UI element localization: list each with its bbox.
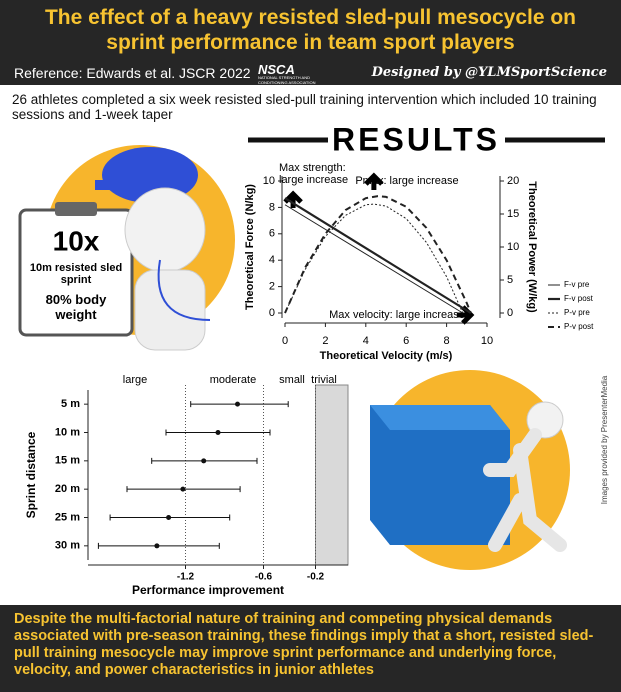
series-line xyxy=(284,204,464,314)
trivial-region xyxy=(315,384,349,566)
logo: NSCA xyxy=(258,62,295,77)
x-tick-label: 2 xyxy=(322,335,328,347)
region-label: trivial xyxy=(311,374,337,386)
annotation: large increase xyxy=(279,174,348,186)
y2-tick-label: 10 xyxy=(507,241,519,253)
legend-label: F-v pre xyxy=(564,280,590,289)
annotation: Max velocity: large increase xyxy=(329,309,465,321)
logo-subtitle: NATIONAL STRENGTH AND CONDITIONING ASSOC… xyxy=(258,75,316,85)
reference: Reference: Edwards et al. JSCR 2022 xyxy=(14,65,251,81)
y2-tick-label: 15 xyxy=(507,208,519,220)
y2-axis-label: Theoretical Power (W/kg) xyxy=(526,181,538,313)
y-tick-label: 8 xyxy=(269,201,275,213)
point xyxy=(235,401,240,407)
legend-label: P-v post xyxy=(564,322,594,331)
decoration xyxy=(18,137,605,570)
conclusion: Despite the multi-factorial nature of tr… xyxy=(0,605,621,692)
x-tick-label: -0.2 xyxy=(307,572,325,583)
results-heading: RESULTS xyxy=(332,121,500,157)
point xyxy=(180,486,186,492)
y-tick-label: 20 m xyxy=(55,483,80,495)
region-label: large xyxy=(123,374,147,386)
y-tick-label: 5 m xyxy=(61,398,80,410)
clipboard-reps: 10x xyxy=(53,225,100,256)
title: The effect of a heavy resisted sled-pull… xyxy=(0,0,621,60)
y-tick-label: 10 xyxy=(263,175,275,187)
y-axis-label: Theoretical Force (N/kg) xyxy=(244,184,256,310)
point xyxy=(215,430,221,435)
y2-tick-label: 5 xyxy=(507,274,513,286)
y-tick-label: 0 xyxy=(269,307,275,319)
y-tick-label: 30 m xyxy=(55,540,80,552)
y2-tick-label: 0 xyxy=(507,307,513,319)
x-tick-label: 8 xyxy=(444,335,450,347)
y-axis-label: Sprint distance xyxy=(24,431,38,518)
series-line xyxy=(284,197,472,314)
y-tick-label: 2 xyxy=(269,281,275,293)
designed-by: Designed by @YLMSportScience xyxy=(371,65,607,80)
y-tick-label: 6 xyxy=(269,228,275,240)
x-tick-label: -1.2 xyxy=(177,572,195,583)
clipboard-exercise: 10m resisted sled sprint xyxy=(29,262,123,286)
legend-label: F-v post xyxy=(564,294,594,303)
annotation: Max strength: xyxy=(279,162,346,174)
x-tick-label: 0 xyxy=(282,335,288,347)
legend-label: P-v pre xyxy=(564,308,590,317)
image-credit: Images provided by PresenterMedia xyxy=(600,375,609,504)
y-tick-label: 25 m xyxy=(55,511,80,523)
x-tick-label: -0.6 xyxy=(255,572,273,583)
x-tick-label: 6 xyxy=(403,335,409,347)
series-line xyxy=(284,203,464,314)
y-tick-label: 10 m xyxy=(55,426,80,438)
arrow xyxy=(364,172,384,190)
intro: 26 athletes completed a six week resiste… xyxy=(12,92,597,122)
y-tick-label: 4 xyxy=(269,254,275,266)
x-tick-label: 4 xyxy=(363,335,369,347)
clipboard-load: 80% body weight xyxy=(45,292,107,322)
series-line xyxy=(284,195,472,314)
x-axis-label: Performance improvement xyxy=(132,583,284,597)
y2-tick-label: 20 xyxy=(507,175,519,187)
x-axis-label: Theoretical Velocity (m/s) xyxy=(320,350,453,362)
region-label: small xyxy=(279,374,305,386)
point xyxy=(154,543,160,549)
point xyxy=(201,458,207,464)
x-tick-label: 10 xyxy=(481,335,493,347)
region-label: moderate xyxy=(210,374,256,386)
point xyxy=(166,515,172,520)
y-tick-label: 15 m xyxy=(55,455,80,467)
reference-bar: Reference: Edwards et al. JSCR 2022 NSCA… xyxy=(0,60,621,85)
